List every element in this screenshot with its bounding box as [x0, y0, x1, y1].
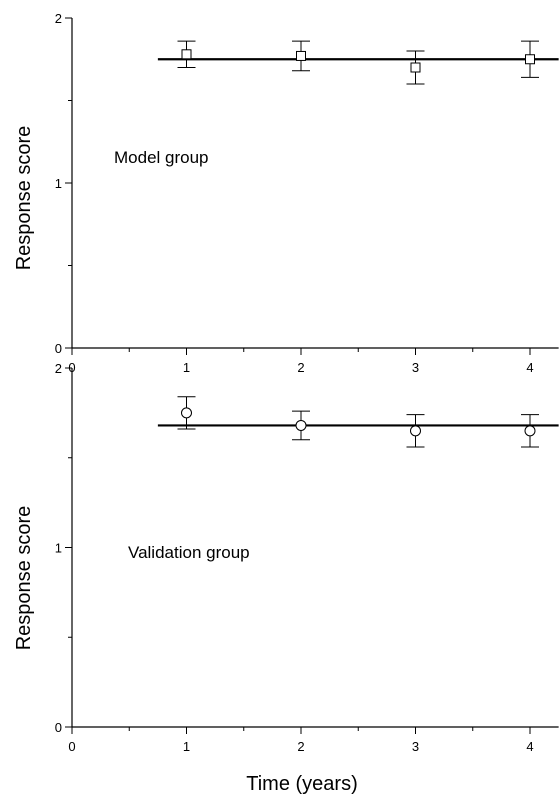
y-tick-label: 2 [55, 361, 62, 376]
x-tick-label: 3 [412, 360, 419, 375]
data-point-square [296, 50, 306, 61]
y-tick-label: 1 [55, 541, 62, 556]
data-point-square [410, 62, 421, 73]
data-point-circle [295, 419, 307, 431]
x-tick-label: 4 [526, 739, 533, 754]
x-tick-label: 4 [526, 360, 533, 375]
x-axis-title: Time (years) [246, 773, 357, 795]
data-point-circle [524, 425, 536, 437]
x-tick-label: 2 [297, 360, 304, 375]
y-axis-title: Response score [13, 506, 35, 651]
y-tick-label: 1 [55, 176, 62, 191]
x-tick-label: 1 [183, 739, 190, 754]
data-point-square [181, 49, 192, 60]
group-annotation: Validation group [128, 543, 250, 562]
x-tick-label: 0 [68, 739, 75, 754]
x-tick-label: 3 [412, 739, 419, 754]
y-tick-label: 2 [55, 11, 62, 26]
y-axis-title: Response score [13, 126, 35, 271]
y-tick-label: 0 [55, 720, 62, 735]
data-point-circle [410, 425, 421, 437]
data-point-circle [181, 407, 192, 419]
x-tick-label: 1 [183, 360, 190, 375]
group-annotation: Model group [114, 148, 209, 167]
y-tick-label: 0 [55, 341, 62, 356]
data-point-square [525, 54, 535, 65]
x-tick-label: 2 [297, 739, 304, 754]
